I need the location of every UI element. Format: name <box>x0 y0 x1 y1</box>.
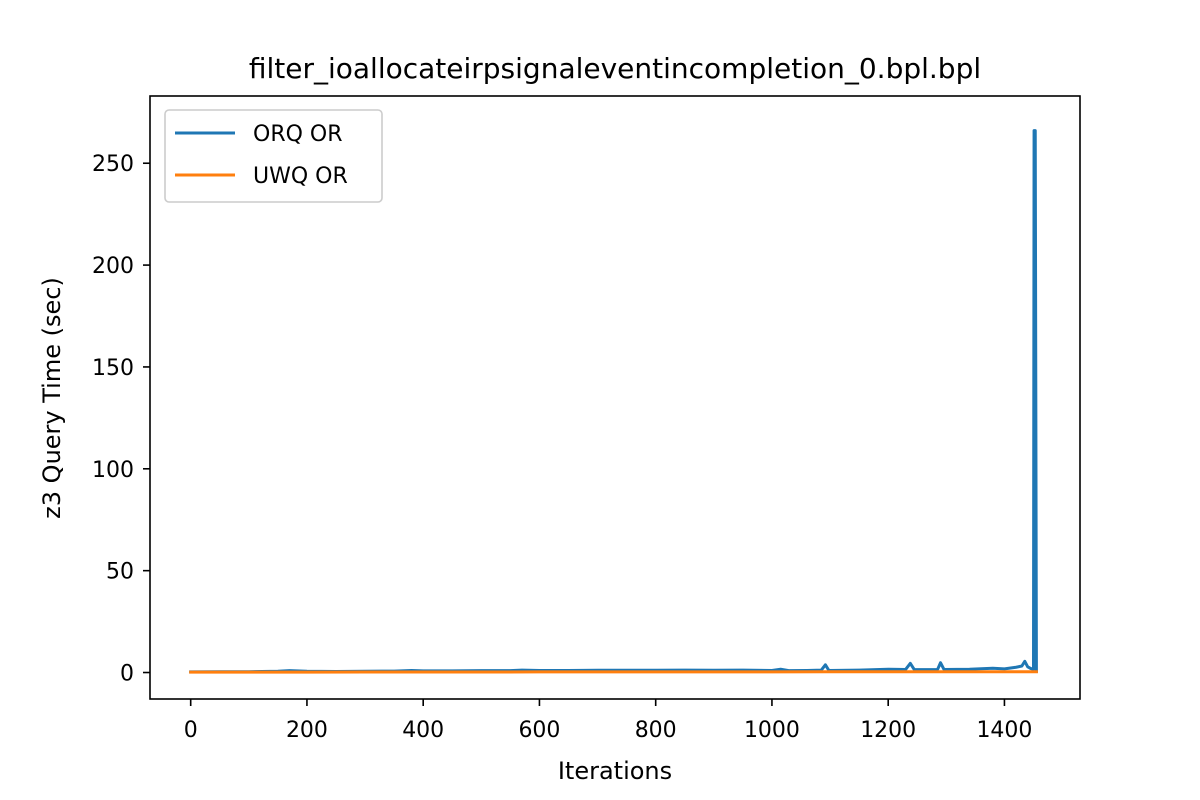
plot-series <box>189 129 1038 674</box>
y-axis-ticks: 0 50 100 150 200 250 <box>92 152 150 687</box>
y-tick-label: 100 <box>92 458 134 483</box>
x-axis-ticks: 0 200 400 600 800 1000 1200 1400 <box>184 699 1032 743</box>
x-tick-label: 1400 <box>976 718 1032 743</box>
legend: ORQ OR UWQ OR <box>164 109 383 203</box>
x-tick-label: 1200 <box>860 718 916 743</box>
x-tick-label: 800 <box>635 718 677 743</box>
chart-title: filter_ioallocateirpsignaleventincomplet… <box>249 52 981 85</box>
plot-frame <box>149 95 1081 700</box>
x-axis-label: Iterations <box>558 757 672 785</box>
x-tick-label: 0 <box>184 718 198 743</box>
y-tick-label: 0 <box>120 662 134 687</box>
legend-label-uwq-or: UWQ OR <box>253 164 348 189</box>
y-tick-label: 150 <box>92 356 134 381</box>
x-tick-label: 1000 <box>744 718 800 743</box>
y-axis-label: z3 Query Time (sec) <box>38 277 66 519</box>
x-tick-label: 600 <box>518 718 560 743</box>
y-tick-label: 50 <box>106 560 134 585</box>
x-tick-label: 200 <box>286 718 328 743</box>
legend-label-orq-or: ORQ OR <box>253 122 343 147</box>
y-tick-label: 250 <box>92 152 134 177</box>
x-tick-label: 400 <box>402 718 444 743</box>
y-tick-label: 200 <box>92 254 134 279</box>
